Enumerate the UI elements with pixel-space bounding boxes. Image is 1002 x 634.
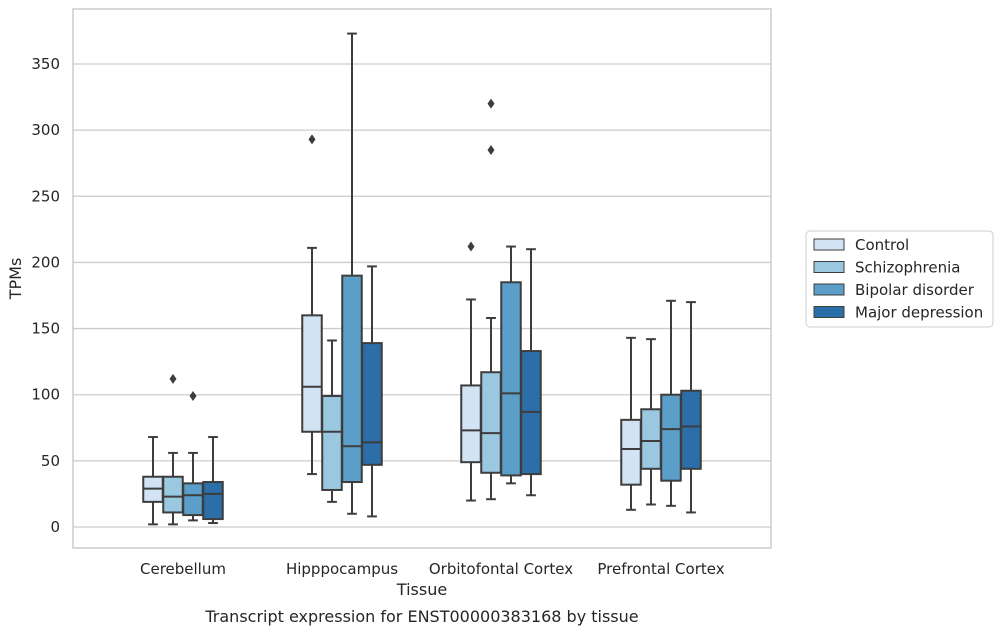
legend-swatch-schizophrenia <box>813 261 845 273</box>
legend-label-major-depression: Major depression <box>855 304 983 322</box>
box-bipolar-disorder-orbitofontal-cortex <box>500 245 522 485</box>
box-control-orbitofontal-cortex <box>460 241 482 502</box>
legend-label-schizophrenia: Schizophrenia <box>855 259 960 277</box>
box-major-depression-prefrontal-cortex <box>680 301 702 514</box>
y-axis-label: TPMs <box>6 258 25 301</box>
outlier-point <box>467 241 475 252</box>
box-major-depression-hipppocampus <box>361 265 383 518</box>
box-bipolar-disorder-prefrontal-cortex <box>660 299 682 507</box>
box-schizophrenia-orbitofontal-cortex <box>480 98 502 501</box>
legend: Control Schizophrenia Bipolar disorder Majo… <box>805 230 994 328</box>
legend-swatch-major-depression <box>813 306 845 318</box>
chart-caption: Transcript expression for ENST0000038316… <box>204 607 638 626</box>
y-tick-label-0: 0 <box>50 518 60 536</box>
box-iqr <box>620 418 642 486</box>
x-axis-label: Tissue <box>396 580 447 599</box>
box-iqr <box>321 395 343 491</box>
box-schizophrenia-hipppocampus <box>321 339 343 503</box>
outlier-point <box>308 134 316 145</box>
box-schizophrenia-prefrontal-cortex <box>640 338 662 506</box>
y-tick-label-200: 200 <box>31 253 60 271</box>
box-iqr <box>341 274 363 484</box>
box-major-depression-orbitofontal-cortex <box>520 248 542 497</box>
x-tick-label-cerebellum: Cerebellum <box>140 560 226 578</box>
plot-frame <box>72 8 772 549</box>
legend-label-control: Control <box>855 236 909 254</box>
outlier-point <box>487 144 495 155</box>
box-iqr <box>361 342 383 466</box>
box-iqr <box>460 384 482 464</box>
x-tick-label-orbitofontal-cortex: Orbitofontal Cortex <box>429 560 573 578</box>
y-tick-label-100: 100 <box>31 386 60 404</box>
box-bipolar-disorder-hipppocampus <box>341 32 363 515</box>
box-control-prefrontal-cortex <box>620 336 642 511</box>
box-iqr <box>182 482 204 517</box>
legend-swatch-control <box>813 238 845 251</box>
box-major-depression-cerebellum <box>202 436 224 525</box>
outlier-point <box>189 391 197 402</box>
outlier-point <box>169 373 177 384</box>
box-control-hipppocampus <box>301 134 323 476</box>
box-control-cerebellum <box>142 436 164 526</box>
y-tick-label-350: 350 <box>31 55 60 73</box>
legend-swatch-bipolar-disorder <box>813 283 845 296</box>
box-iqr <box>301 314 323 433</box>
box-iqr <box>162 475 184 514</box>
y-tick-label-250: 250 <box>31 187 60 205</box>
box-iqr <box>500 281 522 477</box>
outlier-point <box>487 98 495 109</box>
x-tick-label-prefrontal-cortex: Prefrontal Cortex <box>597 560 724 578</box>
box-iqr <box>480 371 502 474</box>
x-tick-label-hipppocampus: Hipppocampus <box>286 560 398 578</box>
box-iqr <box>660 393 682 482</box>
y-tick-label-300: 300 <box>31 121 60 139</box>
legend-frame <box>805 230 994 328</box>
box-iqr <box>640 408 662 470</box>
box-iqr <box>202 481 224 521</box>
x-tick-labels: Cerebellum Hipppocampus Orbitofontal Corte… <box>140 560 725 578</box>
box-iqr <box>680 389 702 470</box>
grid-layer <box>73 63 771 528</box>
boxes-layer <box>142 32 702 526</box>
legend-label-bipolar-disorder: Bipolar disorder <box>855 281 975 299</box>
box-bipolar-disorder-cerebellum <box>182 391 204 522</box>
y-tick-label-50: 50 <box>41 452 60 470</box>
y-tick-labels: 0 50 100 150 200 250 300 350 <box>31 55 60 536</box>
box-schizophrenia-cerebellum <box>162 373 184 526</box>
y-tick-label-150: 150 <box>31 320 60 338</box>
